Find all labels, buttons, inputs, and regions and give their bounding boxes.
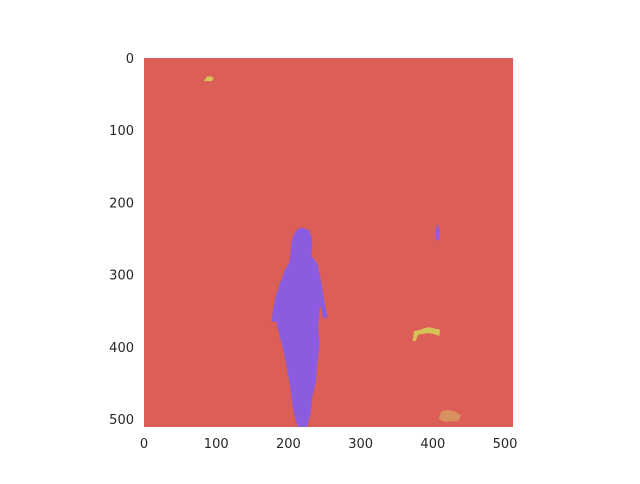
segment-region-0 [271,227,328,427]
y-tick-label: 0 [126,52,134,67]
background-region [144,58,513,427]
y-tick-label: 100 [109,124,134,139]
x-tick-label: 0 [140,437,148,452]
y-tick-label: 300 [109,269,134,284]
y-tick-label: 500 [109,413,134,428]
x-tick-label: 400 [420,437,445,452]
x-tick-label: 500 [493,437,518,452]
y-tick-label: 400 [109,341,134,356]
y-tick-label: 200 [109,196,134,211]
segment-region-4 [438,409,461,422]
x-tick-label: 200 [276,437,301,452]
axes: 0 100 200 300 400 500 0 100 200 300 400 500 [109,52,517,452]
segment-region-2 [203,76,214,82]
segment-region-3 [412,327,441,342]
segmentation-regions [203,76,461,427]
x-tick-label: 300 [348,437,373,452]
segment-region-1 [435,224,440,241]
x-tick-label: 100 [204,437,229,452]
plot-area [144,58,513,427]
